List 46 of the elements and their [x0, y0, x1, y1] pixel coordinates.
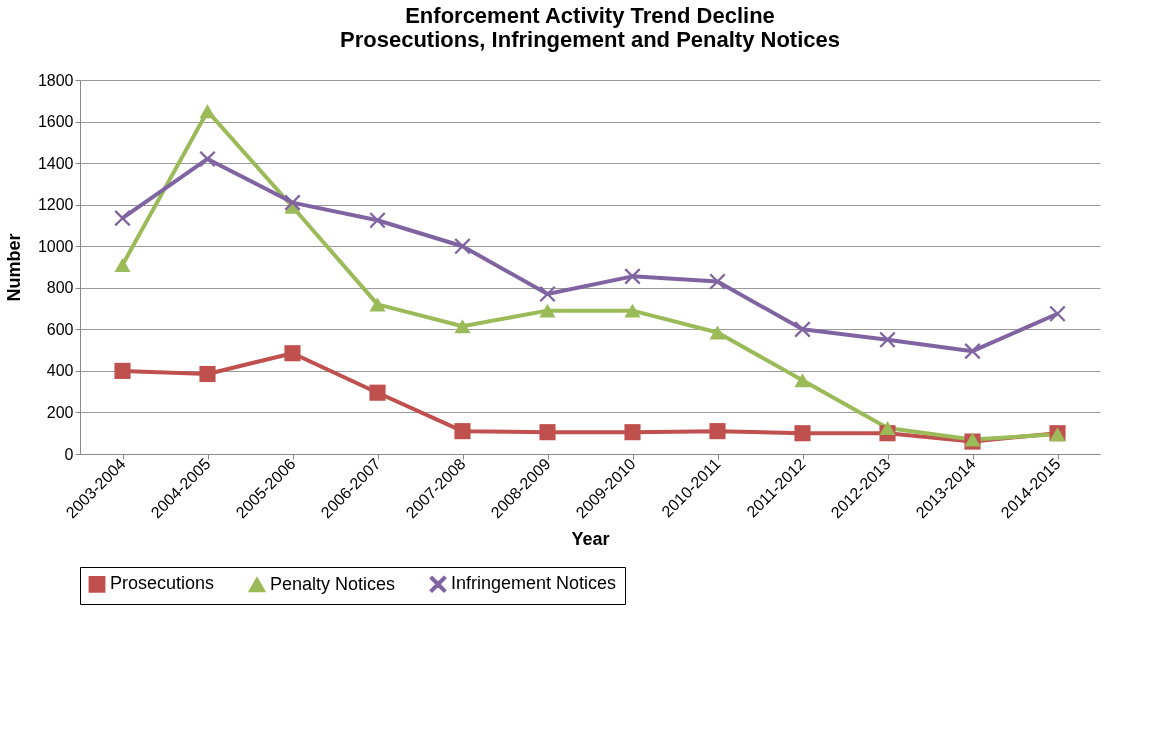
y-tick-label: 1400: [37, 154, 74, 172]
y-tick-label: 1600: [37, 113, 74, 131]
y-tick-label: 200: [46, 403, 74, 421]
point: [369, 384, 386, 401]
y-tick-label: 600: [46, 320, 74, 338]
x-axis-title: Year: [571, 529, 610, 550]
point: [114, 362, 131, 379]
y-tick-label: 0: [64, 445, 74, 463]
chart-title: Enforcement Activity Trend Decline Prosecutions, Infringement and Penalty Notices: [340, 3, 840, 52]
y-tick-label: 1000: [37, 237, 74, 255]
point: [114, 210, 131, 227]
point: [624, 424, 641, 441]
point: [454, 423, 471, 440]
point: [709, 273, 726, 290]
point: [539, 424, 556, 441]
point: [794, 425, 811, 442]
point: [709, 423, 726, 440]
y-axis-title: Number: [3, 233, 24, 302]
point: [709, 325, 726, 340]
point: [624, 303, 641, 318]
point: [964, 343, 981, 360]
point: [284, 194, 301, 211]
legend-label: Penalty Notices: [270, 573, 396, 594]
y-tick-label: 400: [46, 362, 74, 380]
point: [624, 268, 641, 285]
y-tick-label: 800: [46, 279, 74, 297]
point: [539, 285, 556, 303]
y-tick-label: 1200: [37, 196, 74, 214]
y-tick-label: 1800: [37, 71, 74, 89]
point: [879, 331, 896, 348]
point: [199, 365, 216, 383]
point: [369, 297, 386, 312]
legend-label: Infringement Notices: [451, 573, 617, 594]
legend-label: Prosecutions: [110, 573, 215, 594]
point: [114, 257, 131, 272]
point: [369, 212, 386, 229]
point: [879, 421, 896, 436]
point: [794, 321, 811, 338]
point: [539, 303, 556, 318]
point: [284, 345, 301, 362]
point: [199, 150, 216, 168]
point: [794, 373, 811, 388]
point: [1049, 305, 1066, 322]
point: [454, 238, 471, 255]
point: [199, 104, 216, 119]
point: [454, 319, 471, 334]
